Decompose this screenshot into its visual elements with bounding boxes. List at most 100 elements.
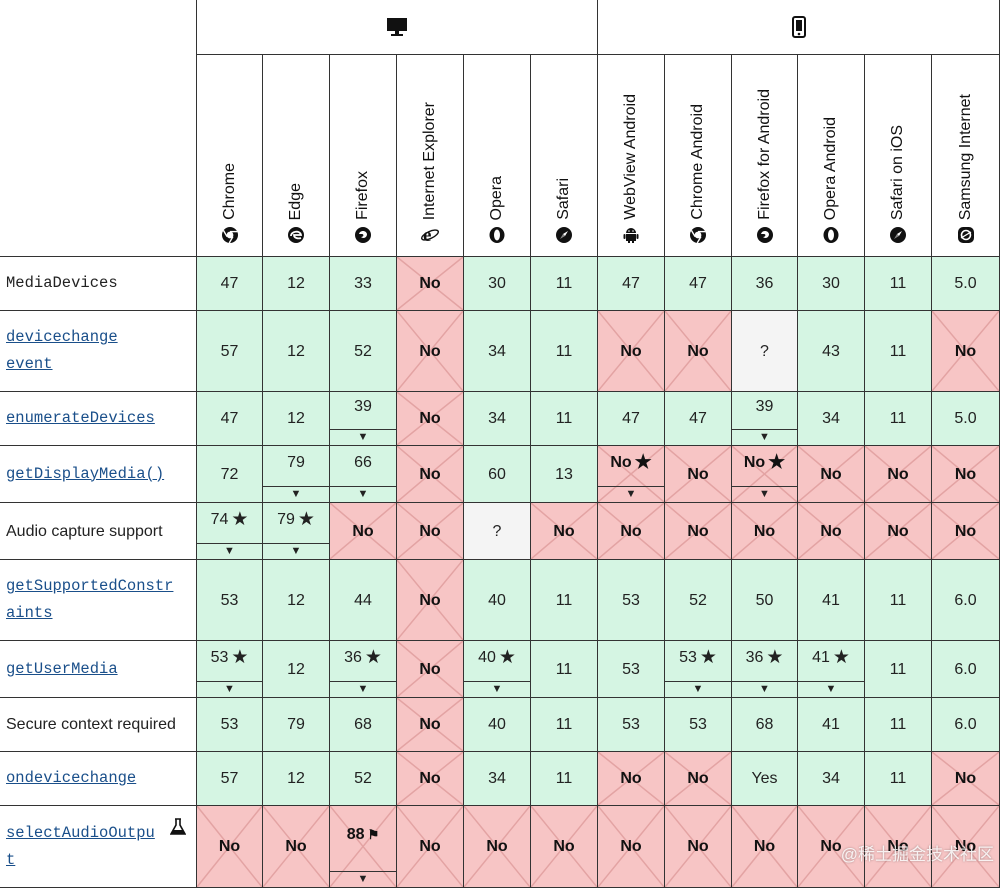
platform-header-desktop [197,0,598,55]
unsupported-cross [263,806,329,887]
support-cell: 12 [263,752,330,806]
support-value: 33 [330,274,396,294]
version-text: No [753,838,776,855]
support-cell: 57 [197,311,263,392]
support-value: 52 [330,769,396,789]
feature-link[interactable]: selectAudioOutpu [6,823,155,842]
support-cell: No [865,503,932,560]
support-value: 40 [464,715,530,735]
support-cell: No [665,806,732,888]
support-cell[interactable]: 36 ★ ▼ [732,641,798,698]
feature-link[interactable]: devicechange [6,328,118,346]
version-text: No [419,661,441,678]
feature-link[interactable]: event [6,355,53,373]
expand-caret-icon[interactable]: ▼ [330,486,396,502]
version-text: 12 [287,343,305,360]
version-text: No [285,838,307,855]
expand-caret-icon[interactable]: ▼ [197,681,262,697]
expand-caret-icon[interactable]: ▼ [464,681,530,697]
expand-caret-icon[interactable]: ▼ [263,543,329,559]
support-value: 53 ★ [665,648,731,668]
support-cell[interactable]: 40 ★ ▼ [464,641,531,698]
feature-link[interactable]: getSupportedConstr [6,577,174,595]
version-text: 57 [220,343,239,360]
version-text: 79 [287,716,305,733]
feature-link[interactable]: getUserMedia [6,659,118,678]
support-cell: No [798,446,865,503]
feature-ondevicechange[interactable]: ondevicechange [0,752,197,806]
support-cell[interactable]: 79 ▼ [263,446,330,503]
expand-caret-icon[interactable]: ▼ [263,486,329,502]
expand-caret-icon[interactable]: ▼ [330,681,396,697]
feature-enumeratedevices[interactable]: enumerateDevices [0,392,197,446]
unsupported-cross [598,503,664,559]
feature-selectaudiooutput[interactable]: selectAudioOutpu t [0,806,197,888]
unsupported-cross [397,311,463,391]
support-value: No [798,522,864,542]
feature-getsupportedconstraints[interactable]: getSupportedConstr aints [0,560,197,641]
support-cell[interactable]: 88 ⚑ ▼ [330,806,397,888]
expand-caret-icon[interactable]: ▼ [732,486,797,502]
unsupported-cross [397,257,463,310]
support-value: 52 [665,591,731,611]
support-value: No [397,660,463,680]
expand-caret-icon[interactable]: ▼ [798,681,864,697]
version-text: No [553,523,575,540]
opera-icon [488,226,506,244]
support-cell: No [932,806,1000,888]
support-cell[interactable]: 36 ★ ▼ [330,641,397,698]
support-value: 50 [732,591,797,611]
support-cell[interactable]: 53 ★ ▼ [197,641,263,698]
browser-header-webview-android: WebView Android [598,55,665,257]
browser-header-firefox: Firefox [330,55,397,257]
feature-link[interactable]: getDisplayMedia() [6,464,165,483]
support-cell: 79 [263,698,330,752]
support-cell[interactable]: 66 ▼ [330,446,397,503]
version-text: 11 [555,592,573,609]
feature-link[interactable]: t [6,850,16,869]
expand-caret-icon[interactable]: ▼ [197,543,262,559]
support-cell: 12 [263,392,330,446]
expand-caret-icon[interactable]: ▼ [330,429,396,445]
version-text: 52 [689,592,707,609]
expand-caret-icon[interactable]: ▼ [330,871,396,887]
unsupported-cross [865,446,931,502]
feature-getdisplaymedia[interactable]: getDisplayMedia() [0,446,197,503]
support-cell[interactable]: 53 ★ ▼ [665,641,732,698]
version-text: 11 [889,343,907,360]
support-cell: 12 [263,641,330,698]
support-cell: No [598,752,665,806]
support-value: 36 ★ [330,648,396,668]
feature-devicechangeevent[interactable]: devicechange event [0,311,197,392]
support-value: No [665,465,731,485]
support-cell[interactable]: 41 ★ ▼ [798,641,865,698]
safari-icon [889,226,907,244]
unsupported-cross [598,752,664,805]
version-text: 39 [755,398,774,415]
feature-link[interactable]: ondevicechange [6,769,137,787]
expand-caret-icon[interactable]: ▼ [732,681,797,697]
support-cell[interactable]: 74 ★ ▼ [197,503,263,560]
feature-link[interactable]: aints [6,604,53,622]
support-cell[interactable]: 79 ★ ▼ [263,503,330,560]
support-cell: No [598,806,665,888]
feature-getusermedia[interactable]: getUserMedia [0,641,197,698]
expand-caret-icon[interactable]: ▼ [732,429,797,445]
feature-link[interactable]: enumerateDevices [6,409,155,427]
support-cell: No [932,446,1000,503]
support-value: 12 [263,591,329,611]
expand-caret-icon[interactable]: ▼ [665,681,731,697]
support-cell[interactable]: 39 ▼ [732,392,798,446]
version-text: No [419,716,441,733]
support-cell[interactable]: No ★ ▼ [732,446,798,503]
chrome-icon [221,226,239,244]
support-cell: 52 [665,560,732,641]
support-cell[interactable]: 39 ▼ [330,392,397,446]
feature-mediadevices: MediaDevices [0,257,197,311]
expand-caret-icon[interactable]: ▼ [598,486,664,502]
version-text: No [954,838,977,855]
support-value: No [798,837,864,857]
support-cell[interactable]: No ★ ▼ [598,446,665,503]
support-cell: No [932,311,1000,392]
